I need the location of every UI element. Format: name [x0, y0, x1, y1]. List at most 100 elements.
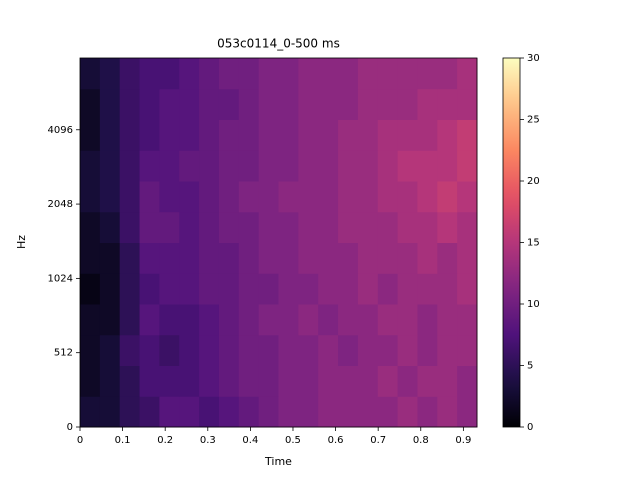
heatmap-cell	[119, 150, 141, 182]
heatmap-cell	[318, 181, 339, 213]
heatmap-cell	[377, 119, 399, 151]
heatmap-cell	[179, 88, 200, 120]
heatmap-cell	[338, 242, 359, 274]
colorbar-tick-label: 25	[527, 115, 540, 126]
heatmap-cell	[318, 150, 339, 182]
heatmap-cell	[278, 211, 299, 243]
heatmap	[80, 58, 478, 428]
heatmap-cell	[457, 334, 478, 366]
heatmap-cell	[377, 150, 399, 182]
heatmap-cell	[139, 211, 160, 243]
heatmap-cell	[437, 119, 458, 151]
heatmap-cell	[159, 181, 180, 213]
heatmap-cell	[377, 304, 399, 336]
heatmap-cell	[397, 242, 418, 274]
heatmap-cell	[357, 58, 379, 90]
heatmap-cell	[238, 334, 260, 366]
heatmap-cell	[99, 396, 121, 428]
heatmap-cell	[80, 242, 101, 274]
heatmap-cell	[397, 304, 418, 336]
heatmap-cell	[298, 396, 319, 428]
heatmap-cell	[179, 242, 200, 274]
heatmap-cell	[139, 58, 160, 90]
heatmap-cell	[338, 181, 359, 213]
heatmap-cell	[99, 88, 121, 120]
heatmap-cell	[357, 273, 379, 305]
y-tick-label: 0	[67, 422, 73, 433]
heatmap-cell	[457, 396, 478, 428]
heatmap-cell	[159, 365, 180, 397]
heatmap-cell	[298, 88, 319, 120]
x-tick-label: 0.9	[455, 435, 471, 446]
heatmap-cell	[238, 150, 260, 182]
heatmap-cell	[80, 396, 101, 428]
y-tick-label: 512	[54, 348, 73, 359]
heatmap-cell	[377, 88, 399, 120]
heatmap-cell	[278, 304, 299, 336]
heatmap-cell	[80, 273, 101, 305]
heatmap-cell	[278, 150, 299, 182]
heatmap-cell	[397, 58, 418, 90]
heatmap-cell	[99, 365, 121, 397]
heatmap-cell	[99, 273, 121, 305]
heatmap-cell	[357, 334, 379, 366]
heatmap-cell	[238, 273, 260, 305]
heatmap-cell	[119, 58, 141, 90]
heatmap-cell	[179, 181, 200, 213]
x-tick-label: 0.5	[285, 435, 301, 446]
heatmap-cell	[437, 273, 458, 305]
heatmap-cell	[437, 365, 458, 397]
heatmap-cell	[179, 211, 200, 243]
heatmap-cell	[377, 365, 399, 397]
heatmap-cell	[417, 88, 438, 120]
heatmap-cell	[437, 181, 458, 213]
heatmap-cell	[278, 58, 299, 90]
heatmap-cell	[298, 334, 319, 366]
chart-title: 053c0114_0-500 ms	[217, 37, 340, 51]
heatmap-cell	[80, 365, 101, 397]
heatmap-cell	[159, 58, 180, 90]
heatmap-cell	[199, 396, 220, 428]
heatmap-cell	[119, 396, 141, 428]
heatmap-cell	[80, 334, 101, 366]
heatmap-cell	[357, 396, 379, 428]
heatmap-cell	[199, 181, 220, 213]
heatmap-cell	[298, 150, 319, 182]
heatmap-cell	[417, 396, 438, 428]
heatmap-cell	[159, 273, 180, 305]
heatmap-cell	[258, 150, 279, 182]
heatmap-cell	[278, 88, 299, 120]
x-tick-label: 0.8	[413, 435, 429, 446]
heatmap-cell	[318, 211, 339, 243]
heatmap-cell	[397, 273, 418, 305]
heatmap-cell	[318, 365, 339, 397]
heatmap-cell	[357, 211, 379, 243]
heatmap-cell	[417, 304, 438, 336]
heatmap-cell	[218, 365, 240, 397]
heatmap-cell	[417, 211, 438, 243]
heatmap-cell	[80, 119, 101, 151]
heatmap-cell	[417, 334, 438, 366]
heatmap-cell	[457, 365, 478, 397]
heatmap-cell	[377, 273, 399, 305]
heatmap-cell	[238, 58, 260, 90]
heatmap-cell	[357, 304, 379, 336]
x-tick-label: 0.2	[157, 435, 173, 446]
x-tick-label: 0.1	[115, 435, 131, 446]
heatmap-cell	[80, 58, 101, 90]
colorbar-tick-label: 5	[527, 361, 533, 372]
heatmap-cell	[298, 304, 319, 336]
heatmap-cell	[218, 396, 240, 428]
heatmap-cell	[179, 273, 200, 305]
heatmap-cell	[238, 242, 260, 274]
heatmap-cell	[338, 365, 359, 397]
heatmap-cell	[218, 181, 240, 213]
heatmap-cell	[437, 334, 458, 366]
heatmap-cell	[139, 304, 160, 336]
heatmap-cell	[139, 181, 160, 213]
heatmap-cell	[159, 119, 180, 151]
heatmap-cell	[218, 150, 240, 182]
heatmap-cell	[397, 150, 418, 182]
heatmap-cell	[417, 119, 438, 151]
heatmap-cell	[258, 242, 279, 274]
